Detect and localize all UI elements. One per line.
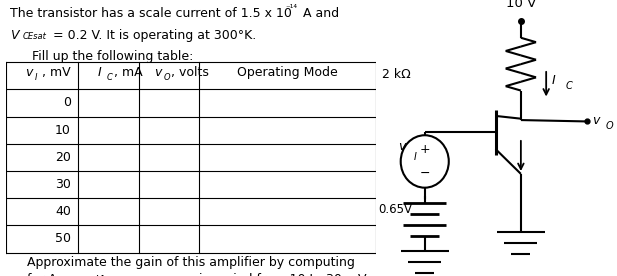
Text: is varied from 10 to 30 mV.: is varied from 10 to 30 mV. [195,273,369,276]
Text: O: O [164,73,170,82]
Text: 0.65V: 0.65V [378,203,412,216]
Text: as v: as v [151,273,181,276]
Text: v: v [399,140,405,153]
Text: 0: 0 [63,96,71,109]
Text: for Δv: for Δv [27,273,64,276]
Text: Fill up the following table:: Fill up the following table: [32,50,194,63]
Text: Approximate the gain of this amplifier by computing: Approximate the gain of this amplifier b… [27,256,354,269]
Text: A and: A and [299,7,339,20]
Text: 2 kΩ: 2 kΩ [382,68,410,81]
Text: +: + [420,142,430,156]
Text: 40: 40 [55,205,71,218]
Text: v: v [154,66,162,79]
Text: I: I [551,73,555,87]
Text: V: V [10,29,19,42]
Text: , volts: , volts [171,66,209,79]
Text: 20: 20 [55,151,71,164]
Text: I: I [413,152,416,162]
Text: = 0.2 V. It is operating at 300°K.: = 0.2 V. It is operating at 300°K. [49,29,256,42]
Text: The transistor has a scale current of 1.5 x 10: The transistor has a scale current of 1.… [10,7,292,20]
Text: Operating Mode: Operating Mode [237,66,338,79]
Text: v: v [25,66,33,79]
Text: ⁻¹⁴: ⁻¹⁴ [286,4,297,13]
Text: 10 V: 10 V [506,0,536,10]
Text: /Δv: /Δv [94,273,114,276]
Text: , mA: , mA [114,66,143,79]
Text: , mV: , mV [42,66,71,79]
Text: C: C [107,73,113,82]
Text: CEsat: CEsat [23,32,47,41]
Text: 50: 50 [55,232,71,245]
Text: C: C [565,81,572,91]
Text: I: I [97,66,102,79]
Text: O: O [606,121,613,131]
Text: 30: 30 [55,178,71,191]
Text: 10: 10 [55,124,71,137]
Text: v: v [592,113,599,127]
Text: I: I [35,73,38,82]
Text: −: − [420,167,430,181]
